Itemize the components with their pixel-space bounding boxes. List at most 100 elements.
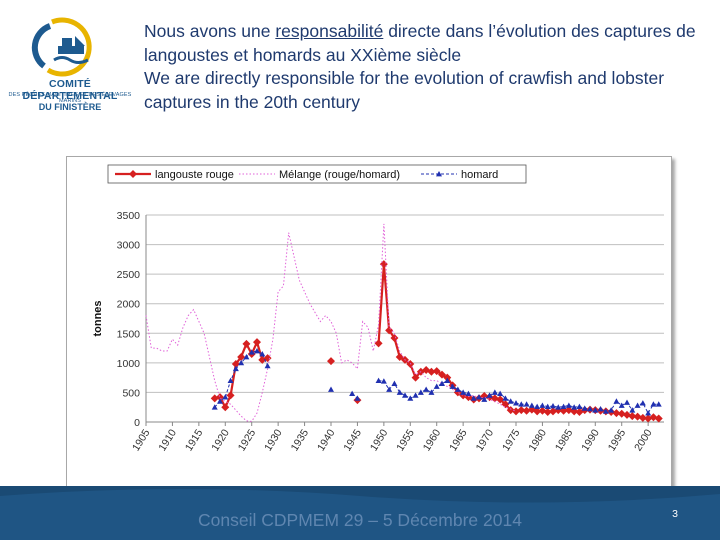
data-point-langouste-rouge [517,406,526,415]
x-tick-label: 1990 [579,427,602,453]
data-point-langouste-rouge [237,352,246,361]
data-point-homard [560,403,567,410]
data-point-langouste-rouge [327,357,335,366]
data-point-homard [349,390,356,397]
data-point-homard [439,380,445,386]
data-point-langouste-rouge [226,391,235,400]
data-point-homard [222,394,229,400]
data-point-homard [380,378,387,384]
x-tick-label: 1980 [526,427,549,453]
data-point-langouste-rouge [649,413,658,422]
footer-title: Conseil CDPMEM 29 – 5 Décembre 2014 [198,510,522,530]
data-point-homard [227,377,234,383]
data-point-langouste-rouge [432,367,441,376]
data-point-homard [513,400,519,406]
data-point-langouste-rouge [501,400,510,409]
data-point-homard [375,377,382,383]
footer-wave-decoration [0,489,720,540]
cdpmem-logo: COMITÉ DÉPARTEMENTAL DES PÊCHES MARITIME… [0,8,140,118]
data-point-langouste-rouge [411,373,420,382]
data-point-homard [254,348,260,354]
data-point-homard [655,401,662,407]
slide-heading: Nous avons une responsabilité directe da… [144,20,714,114]
data-point-langouste-rouge [522,406,531,415]
data-point-homard [428,389,435,395]
x-tick-label: 1975 [500,427,523,453]
data-point-homard [460,389,467,395]
x-tick-label: 1945 [341,427,364,453]
x-tick-label: 1925 [236,427,259,453]
x-tick-label: 2000 [632,427,655,453]
data-point-langouste-rouge [644,414,653,423]
data-point-homard [412,392,419,398]
logo-emblem [31,17,92,77]
legend-marker-langouste-rouge [129,170,137,178]
x-tick-label: 1920 [209,427,232,453]
logo-wave [53,56,89,64]
data-point-langouste-rouge [427,367,436,376]
data-point-langouste-rouge [496,395,505,404]
x-tick-label: 1995 [606,427,629,453]
data-point-homard [550,403,556,409]
x-tick-label: 1970 [474,427,497,453]
data-point-langouste-rouge [549,407,557,416]
data-point-langouste-rouge [221,403,230,412]
chart-frame: 0 500 1000 1500 2000 2500 3000 3500 tonnes 1905 19… [66,156,672,488]
data-point-homard [465,390,472,397]
data-point-homard [581,405,588,411]
data-point-langouste-rouge [633,412,642,421]
data-point-homard [639,400,646,406]
data-point-homard [555,404,562,410]
legend-label-langouste-rouge: langouste rouge [155,169,234,181]
data-point-homard [602,408,609,414]
y-tick-label: 1500 [117,328,141,340]
data-point-homard [624,399,630,405]
data-point-langouste-rouge [543,407,552,416]
data-point-langouste-rouge [638,413,647,422]
y-tick-label: 1000 [117,358,141,370]
data-point-homard [481,396,488,402]
data-point-homard [444,377,451,383]
data-point-langouste-rouge [654,414,663,423]
data-point-homard [491,389,498,395]
y-tick-label: 0 [134,417,140,429]
x-tick-label: 1905 [130,427,153,453]
data-point-homard [592,407,599,413]
legend-label-m-lange-rouge-homard: Mélange (rouge/homard) [279,169,400,181]
logo-gold-arc [46,17,92,77]
data-point-homard [587,405,593,412]
data-point-homard [608,407,615,413]
data-point-homard [613,398,620,404]
data-point-langouste-rouge [253,338,261,347]
data-point-langouste-rouge [395,352,404,361]
data-point-langouste-rouge [628,412,637,421]
logo-line-3: DU FINISTÈRE [38,102,102,112]
logo-boat-cabin [62,38,72,46]
data-point-langouste-rouge [438,370,446,379]
y-tick-label: 3500 [117,210,141,222]
heading-fr-underlined: responsabilité [275,21,384,41]
x-tick-label: 1965 [447,427,470,453]
data-point-homard [523,401,530,407]
x-tick-label: 1910 [156,427,179,453]
data-point-langouste-rouge [617,409,626,418]
y-tick-label: 3000 [117,240,141,252]
legend-marker-homard [436,171,442,177]
data-point-langouste-rouge [490,394,499,403]
data-point-homard [328,386,334,392]
data-point-homard [528,402,535,408]
data-point-homard [211,404,218,410]
data-point-langouste-rouge [533,407,542,416]
x-tick-label: 1950 [368,427,391,453]
data-point-homard [402,392,408,398]
data-point-langouste-rouge [242,339,251,348]
y-axis-label: tonnes [92,300,104,336]
data-point-homard [507,398,514,404]
data-point-homard [476,394,482,400]
data-point-homard [259,350,266,357]
logo-navy-arc [31,23,52,69]
data-point-homard [417,389,424,395]
series-line-homard [378,379,659,415]
x-tick-label: 1960 [421,427,444,453]
